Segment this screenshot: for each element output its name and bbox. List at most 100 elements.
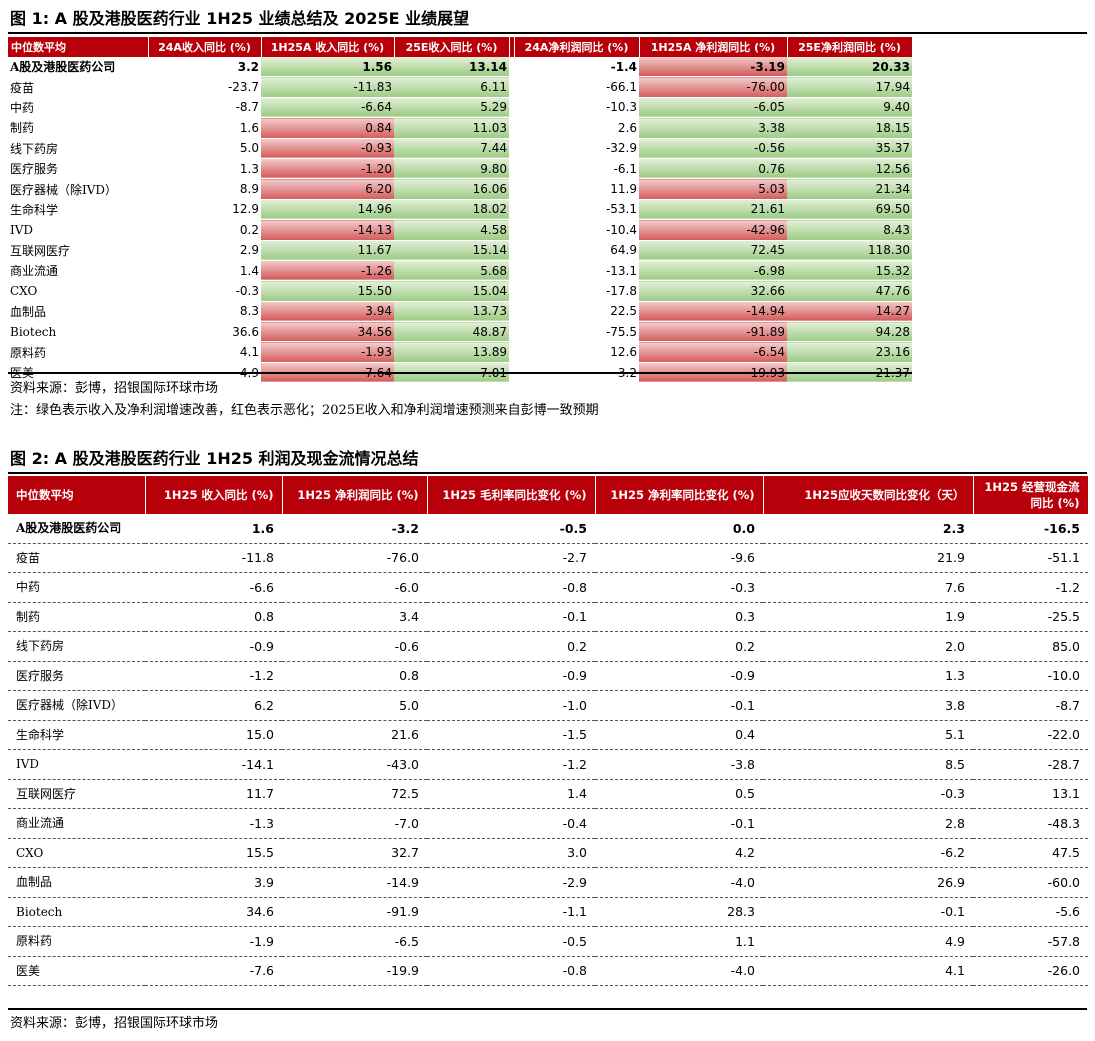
t2-header-4: 1H25 净利率同比变化 (%): [595, 476, 764, 514]
value-cell: 0.0: [595, 514, 763, 544]
value-cell: -0.3: [148, 280, 261, 302]
value-cell: 48.87: [394, 321, 509, 343]
value-cell: 3.8: [763, 690, 973, 721]
figure2-header-row: 中位数平均 1H25 收入同比 (%) 1H25 净利润同比 (%) 1H25 …: [8, 476, 1089, 514]
value-cell: 12.9: [148, 199, 261, 221]
value-cell: 15.0: [145, 720, 282, 750]
value-cell: -1.5: [427, 720, 595, 750]
row-label: Biotech: [8, 321, 148, 343]
value-cell: -6.0: [282, 572, 427, 603]
value-cell: -0.4: [427, 808, 595, 839]
value-cell: -1.2: [145, 661, 282, 691]
table-row: 医疗服务 1.3 -1.20 9.80 -6.1 0.76 12.56: [8, 158, 912, 180]
value-cell: -6.54: [639, 341, 787, 363]
value-cell: -0.3: [595, 572, 763, 603]
value-cell: -0.9: [427, 661, 595, 691]
value-cell: 5.68: [394, 260, 509, 282]
table-row: 制药 0.8 3.4 -0.1 0.3 1.9 -25.5: [8, 602, 1088, 632]
value-cell: -6.2: [763, 838, 973, 868]
value-cell: -14.13: [261, 219, 394, 241]
value-cell: -0.56: [639, 138, 787, 159]
value-cell: -9.6: [595, 543, 763, 573]
value-cell: 47.76: [787, 280, 912, 302]
table-row: 原料药 4.1 -1.93 13.89 12.6 -6.54 23.16: [8, 341, 912, 363]
value-cell: -0.9: [145, 631, 282, 662]
value-cell: 21.34: [787, 178, 912, 200]
value-cell: -42.96: [639, 219, 787, 241]
value-cell: -6.1: [514, 158, 639, 180]
table-row: 疫苗 -23.7 -11.83 6.11 -66.1 -76.00 17.94: [8, 76, 912, 98]
column-gap: [509, 97, 514, 119]
value-cell: -14.1: [145, 749, 282, 780]
column-gap: [509, 240, 514, 261]
value-cell: 0.84: [261, 117, 394, 139]
t1-header-1: 24A收入同比 (%): [148, 37, 262, 57]
value-cell: -1.4: [514, 57, 639, 78]
value-cell: -1.2: [973, 572, 1088, 603]
value-cell: -0.1: [595, 690, 763, 721]
value-cell: 1.3: [763, 661, 973, 691]
value-cell: 72.45: [639, 240, 787, 261]
value-cell: -4.0: [595, 867, 763, 898]
value-cell: -19.9: [282, 956, 427, 986]
value-cell: -0.5: [427, 926, 595, 957]
t1-header-3: 25E收入同比 (%): [394, 37, 510, 57]
figure2-top-rule: [8, 472, 1087, 474]
value-cell: 118.30: [787, 240, 912, 261]
row-label: 血制品: [8, 867, 145, 898]
value-cell: 3.2: [148, 57, 261, 78]
value-cell: -53.1: [514, 199, 639, 221]
t1-header-2: 1H25A 收入同比 (%): [261, 37, 395, 57]
value-cell: 7.01: [394, 362, 509, 384]
t1-header-5: 1H25A 净利润同比 (%): [639, 37, 788, 57]
table-row: 线下药房 5.0 -0.93 7.44 -32.9 -0.56 35.37: [8, 138, 912, 159]
value-cell: 1.6: [145, 514, 282, 544]
value-cell: 7.44: [394, 138, 509, 159]
table-row: IVD -14.1 -43.0 -1.2 -3.8 8.5 -28.7: [8, 749, 1088, 780]
value-cell: 0.8: [282, 661, 427, 691]
value-cell: -14.9: [282, 867, 427, 898]
value-cell: 1.4: [148, 260, 261, 282]
table-row: 生命科学 12.9 14.96 18.02 -53.1 21.61 69.50: [8, 199, 912, 221]
table-row: 中药 -8.7 -6.64 5.29 -10.3 -6.05 9.40: [8, 97, 912, 119]
table-row: 制药 1.6 0.84 11.03 2.6 3.38 18.15: [8, 117, 912, 139]
table-row: 商业流通 1.4 -1.26 5.68 -13.1 -6.98 15.32: [8, 260, 912, 282]
value-cell: 94.28: [787, 321, 912, 343]
figure2-source: 资料来源：彭博，招银国际环球市场: [10, 1016, 219, 1031]
value-cell: 1.3: [148, 158, 261, 180]
value-cell: 9.80: [394, 158, 509, 180]
row-label: 原料药: [8, 926, 145, 957]
value-cell: 2.0: [763, 631, 973, 662]
figure1-title: 图 1: A 股及港股医药行业 1H25 业绩总结及 2025E 业绩展望: [10, 9, 470, 28]
row-label: IVD: [8, 749, 145, 780]
value-cell: -16.5: [973, 514, 1088, 544]
value-cell: -0.1: [595, 808, 763, 839]
table-row: 血制品 3.9 -14.9 -2.9 -4.0 26.9 -60.0: [8, 867, 1088, 898]
t2-header-6: 1H25 经营现金流同比 (%): [973, 476, 1089, 514]
value-cell: 64.9: [514, 240, 639, 261]
value-cell: -4.0: [595, 956, 763, 986]
value-cell: 23.16: [787, 341, 912, 363]
value-cell: -17.8: [514, 280, 639, 302]
value-cell: -11.83: [261, 76, 394, 98]
value-cell: 4.58: [394, 219, 509, 241]
value-cell: 8.5: [763, 749, 973, 780]
row-label: 制药: [8, 117, 148, 139]
row-label: CXO: [8, 838, 145, 868]
figure2-title: 图 2: A 股及港股医药行业 1H25 利润及现金流情况总结: [10, 449, 419, 468]
column-gap: [509, 117, 514, 139]
row-label: IVD: [8, 219, 148, 241]
t1-header-4: 24A净利润同比 (%): [514, 37, 640, 57]
value-cell: -2.7: [427, 543, 595, 573]
column-gap: [509, 158, 514, 180]
value-cell: -91.9: [282, 897, 427, 927]
value-cell: -60.0: [973, 867, 1088, 898]
row-label: 医疗器械（除IVD）: [8, 690, 145, 721]
value-cell: -0.6: [282, 631, 427, 662]
value-cell: 32.7: [282, 838, 427, 868]
column-gap: [509, 138, 514, 159]
value-cell: 6.11: [394, 76, 509, 98]
value-cell: 32.66: [639, 280, 787, 302]
value-cell: -6.64: [261, 97, 394, 119]
t2-header-3: 1H25 毛利率同比变化 (%): [427, 476, 596, 514]
